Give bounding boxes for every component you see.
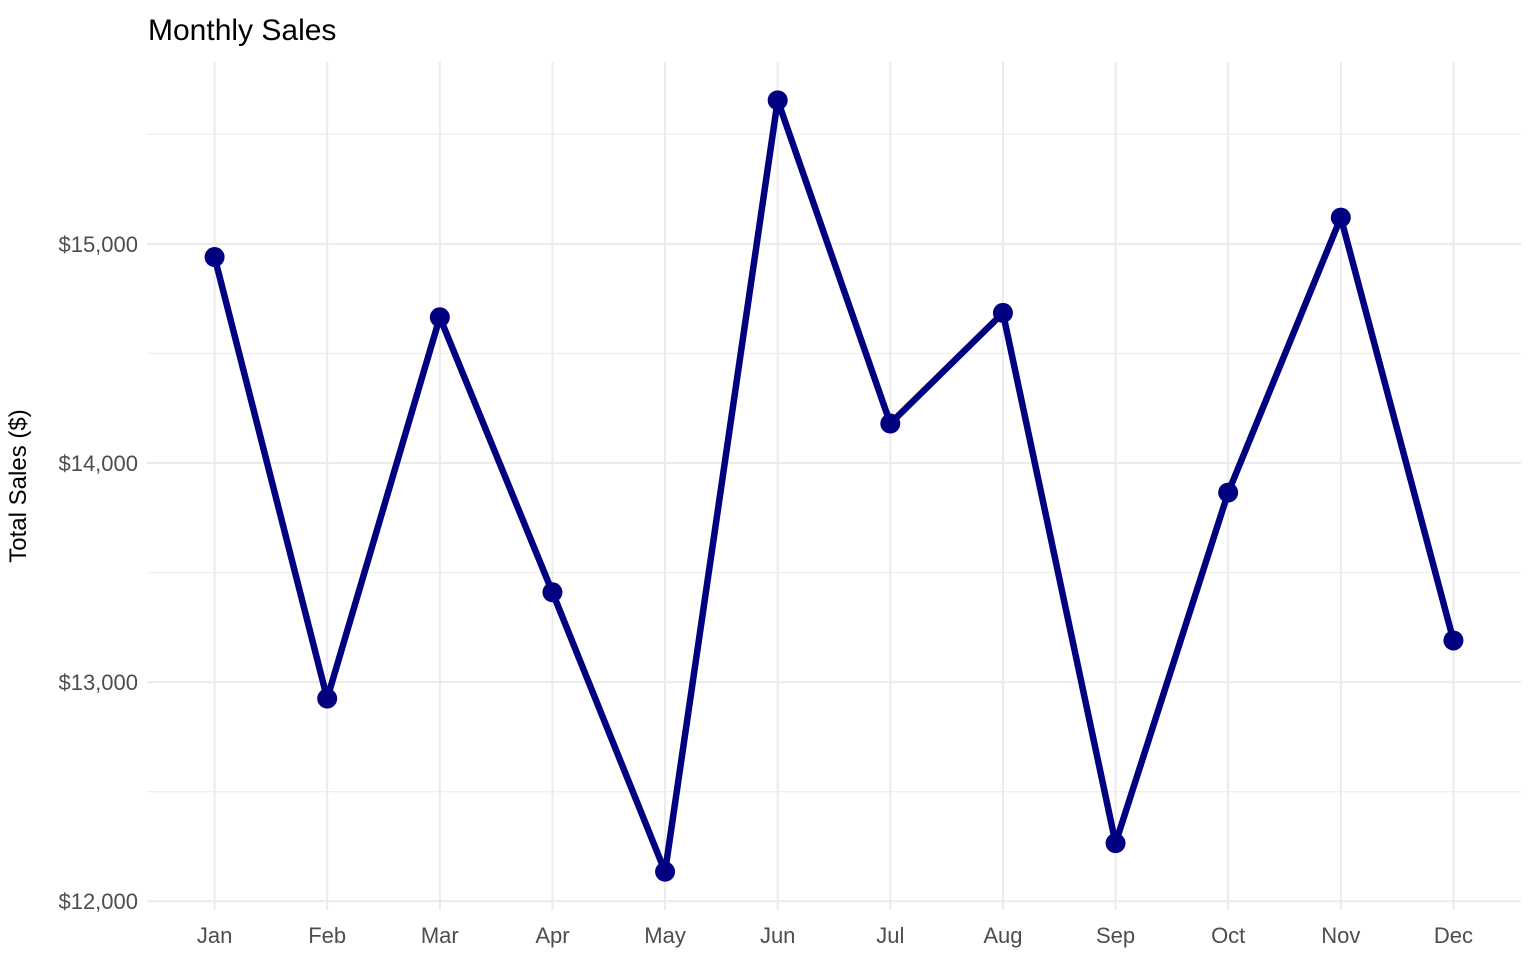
y-axis-title: Total Sales ($) [5,409,32,562]
x-tick-label-jun: Jun [760,923,795,948]
data-point-dec [1443,630,1464,651]
x-tick-label-oct: Oct [1211,923,1245,948]
y-tick-label: $14,000 [58,451,138,476]
major-gridlines [147,242,1521,903]
data-point-oct [1218,482,1239,503]
data-point-aug [992,302,1013,323]
y-tick-label: $13,000 [58,670,138,695]
x-tick-label-jul: Jul [876,923,904,948]
x-tick-label-mar: Mar [421,923,459,948]
x-tick-label-jan: Jan [197,923,232,948]
data-point-jun [767,90,788,111]
x-tick-label-feb: Feb [308,923,346,948]
y-tick-label: $12,000 [58,889,138,914]
data-point-jan [204,247,225,268]
x-tick-label-may: May [644,923,686,948]
sales-series [204,90,1464,882]
data-point-nov [1330,207,1351,228]
x-axis-tick-labels: Jan Feb Mar Apr May Jun Jul Aug Sep Oct Nov Dec [197,923,1473,948]
x-tick-label-sep: Sep [1096,923,1135,948]
data-point-apr [542,582,563,603]
data-point-mar [429,307,450,328]
data-point-may [655,861,676,882]
minor-gridlines [147,133,1521,793]
sales-line [211,97,1457,875]
data-point-jul [880,413,901,434]
y-axis-tick-labels: $12,000 $13,000 $14,000 $15,000 [58,232,138,914]
x-tick-label-dec: Dec [1434,923,1473,948]
vertical-gridlines [213,62,1455,910]
data-point-feb [317,688,338,709]
x-tick-label-nov: Nov [1321,923,1360,948]
y-tick-label: $15,000 [58,232,138,257]
data-point-sep [1105,833,1126,854]
x-tick-label-apr: Apr [535,923,569,948]
chart-title: Monthly Sales [148,14,336,47]
x-tick-label-aug: Aug [983,923,1022,948]
